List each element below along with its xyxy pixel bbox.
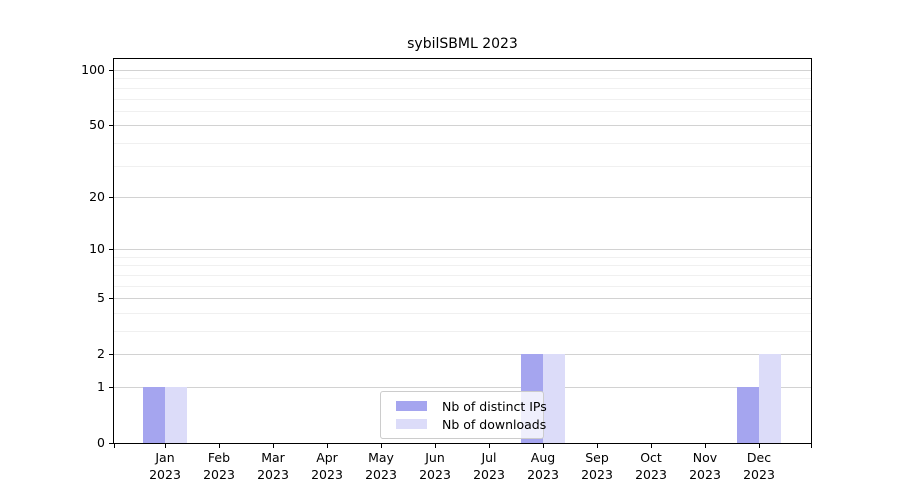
x-tick-label: Mar 2023 xyxy=(238,450,308,483)
x-tick-label-year: 2023 xyxy=(365,466,397,482)
x-tick-mark xyxy=(273,444,274,448)
x-tick-label: Apr 2023 xyxy=(292,450,362,483)
minor-gridline xyxy=(114,78,811,80)
y-tick-mark xyxy=(109,443,113,444)
x-tick-label: Jul 2023 xyxy=(454,450,524,483)
legend-item-distinct-ips: Nb of distinct IPs xyxy=(381,399,547,414)
chart-title: sybilSBML 2023 xyxy=(407,36,518,52)
x-axis-edge-tick xyxy=(114,444,115,448)
x-tick-mark xyxy=(219,444,220,448)
x-tick-label: Jun 2023 xyxy=(400,450,470,483)
x-tick-label: Dec 2023 xyxy=(724,450,794,483)
x-tick-label-year: 2023 xyxy=(527,466,559,482)
bar-jan-distinct-ips xyxy=(143,387,165,443)
y-tick-mark xyxy=(109,387,113,388)
minor-gridline xyxy=(114,312,811,314)
y-tick-label: 50 xyxy=(89,117,105,133)
x-tick-label: Nov 2023 xyxy=(670,450,740,483)
x-tick-label: May 2023 xyxy=(346,450,416,483)
x-tick-mark xyxy=(651,444,652,448)
major-gridline xyxy=(114,298,811,300)
x-tick-label: Jan 2023 xyxy=(130,450,200,483)
x-tick-label-year: 2023 xyxy=(635,466,667,482)
x-tick-mark xyxy=(489,444,490,448)
minor-gridline xyxy=(114,274,811,276)
major-gridline xyxy=(114,125,811,127)
x-tick-mark xyxy=(165,444,166,448)
y-tick-mark xyxy=(109,125,113,127)
x-tick-label-year: 2023 xyxy=(149,466,181,482)
y-tick-label: 0 xyxy=(97,435,105,450)
x-tick-label-year: 2023 xyxy=(203,466,235,482)
y-tick-mark xyxy=(109,354,113,356)
x-tick-mark xyxy=(705,444,706,448)
minor-gridline xyxy=(114,285,811,287)
legend: Nb of distinct IPs Nb of downloads xyxy=(380,391,547,439)
x-tick-mark xyxy=(327,444,328,448)
x-tick-label-year: 2023 xyxy=(689,466,721,482)
x-tick-mark xyxy=(759,444,760,448)
minor-gridline xyxy=(114,265,811,267)
y-tick-mark xyxy=(109,298,113,300)
x-tick-label: Feb 2023 xyxy=(184,450,254,483)
bar-dec-distinct-ips xyxy=(737,387,759,443)
legend-swatch-distinct-ips-icon xyxy=(396,401,427,411)
legend-swatch-downloads-icon xyxy=(396,419,427,429)
y-tick-mark xyxy=(109,70,113,71)
major-gridline xyxy=(114,387,811,388)
minor-gridline xyxy=(114,142,811,144)
minor-gridline xyxy=(114,87,811,89)
x-tick-label: Sep 2023 xyxy=(562,450,632,483)
y-tick-label: 20 xyxy=(89,188,105,204)
y-tick-label: 2 xyxy=(97,346,105,362)
x-tick-label-year: 2023 xyxy=(743,466,775,482)
major-gridline xyxy=(114,249,811,251)
bar-jan-downloads xyxy=(165,387,187,443)
minor-gridline xyxy=(114,98,811,100)
y-tick-label: 5 xyxy=(97,290,105,306)
major-gridline xyxy=(114,196,811,198)
x-tick-mark xyxy=(381,444,382,448)
x-tick-label-year: 2023 xyxy=(473,466,505,482)
legend-label-downloads: Nb of downloads xyxy=(442,416,547,432)
x-tick-label-year: 2023 xyxy=(419,466,451,482)
plot-area: Nb of distinct IPs Nb of downloads xyxy=(113,58,812,444)
minor-gridline xyxy=(114,110,811,112)
minor-gridline xyxy=(114,331,811,332)
legend-label-distinct-ips: Nb of distinct IPs xyxy=(442,398,547,414)
legend-item-downloads: Nb of downloads xyxy=(381,416,547,432)
x-tick-label: Oct 2023 xyxy=(616,450,686,483)
major-gridline xyxy=(114,70,811,71)
x-tick-label: Aug 2023 xyxy=(508,450,578,483)
minor-gridline xyxy=(114,256,811,258)
x-tick-label-year: 2023 xyxy=(311,466,343,482)
x-tick-mark xyxy=(435,444,436,448)
bar-dec-downloads xyxy=(759,354,781,443)
x-tick-label-year: 2023 xyxy=(581,466,613,482)
minor-gridline xyxy=(114,165,811,167)
y-tick-label: 1 xyxy=(97,379,105,394)
x-tick-mark xyxy=(597,444,598,448)
y-tick-mark xyxy=(109,196,113,198)
x-tick-mark xyxy=(543,444,544,448)
x-axis-edge-tick xyxy=(811,444,812,448)
bar-aug-downloads xyxy=(543,354,565,443)
x-tick-label-year: 2023 xyxy=(257,466,289,482)
major-gridline xyxy=(114,354,811,356)
y-tick-mark xyxy=(109,249,113,251)
y-tick-label: 10 xyxy=(89,241,105,257)
y-tick-label: 100 xyxy=(81,62,105,77)
